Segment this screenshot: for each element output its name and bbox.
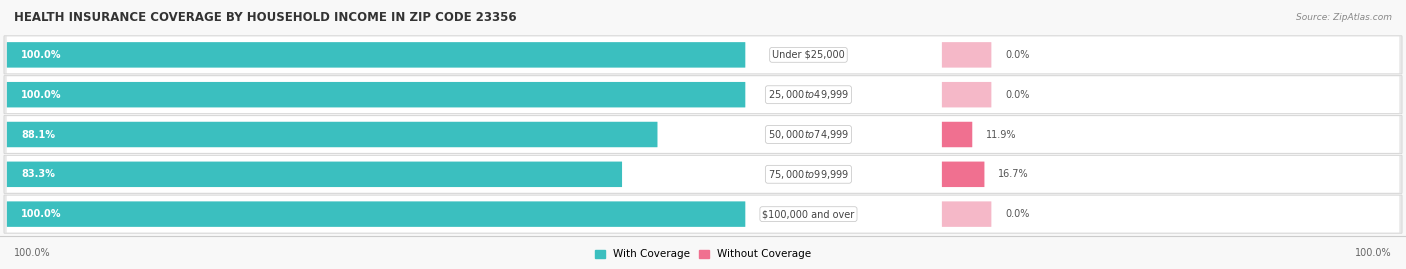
Text: HEALTH INSURANCE COVERAGE BY HOUSEHOLD INCOME IN ZIP CODE 23356: HEALTH INSURANCE COVERAGE BY HOUSEHOLD I… [14,11,516,24]
Text: 11.9%: 11.9% [986,129,1017,140]
FancyBboxPatch shape [942,122,973,147]
Text: 100.0%: 100.0% [21,209,62,219]
Text: Source: ZipAtlas.com: Source: ZipAtlas.com [1296,13,1392,22]
Text: $50,000 to $74,999: $50,000 to $74,999 [768,128,849,141]
FancyBboxPatch shape [7,37,1399,73]
FancyBboxPatch shape [4,115,1402,154]
Text: 0.0%: 0.0% [1005,50,1029,60]
Text: 100.0%: 100.0% [21,50,62,60]
Text: 0.0%: 0.0% [1005,209,1029,219]
FancyBboxPatch shape [7,162,621,187]
FancyBboxPatch shape [7,82,745,107]
Text: $100,000 and over: $100,000 and over [762,209,855,219]
Text: 88.1%: 88.1% [21,129,55,140]
Text: $75,000 to $99,999: $75,000 to $99,999 [768,168,849,181]
FancyBboxPatch shape [4,195,1402,233]
Legend: With Coverage, Without Coverage: With Coverage, Without Coverage [591,245,815,263]
Text: 100.0%: 100.0% [14,248,51,258]
Text: 0.0%: 0.0% [1005,90,1029,100]
Text: $25,000 to $49,999: $25,000 to $49,999 [768,88,849,101]
FancyBboxPatch shape [4,76,1402,114]
Text: 83.3%: 83.3% [21,169,55,179]
FancyBboxPatch shape [942,162,984,187]
Text: 100.0%: 100.0% [21,90,62,100]
FancyBboxPatch shape [7,201,745,227]
FancyBboxPatch shape [7,196,1399,232]
FancyBboxPatch shape [7,76,1399,113]
FancyBboxPatch shape [7,122,658,147]
FancyBboxPatch shape [7,156,1399,193]
FancyBboxPatch shape [942,82,991,107]
Text: 16.7%: 16.7% [998,169,1029,179]
FancyBboxPatch shape [4,155,1402,193]
FancyBboxPatch shape [942,201,991,227]
Text: Under $25,000: Under $25,000 [772,50,845,60]
FancyBboxPatch shape [7,116,1399,153]
Text: 100.0%: 100.0% [1355,248,1392,258]
FancyBboxPatch shape [942,42,991,68]
FancyBboxPatch shape [7,42,745,68]
FancyBboxPatch shape [4,36,1402,74]
